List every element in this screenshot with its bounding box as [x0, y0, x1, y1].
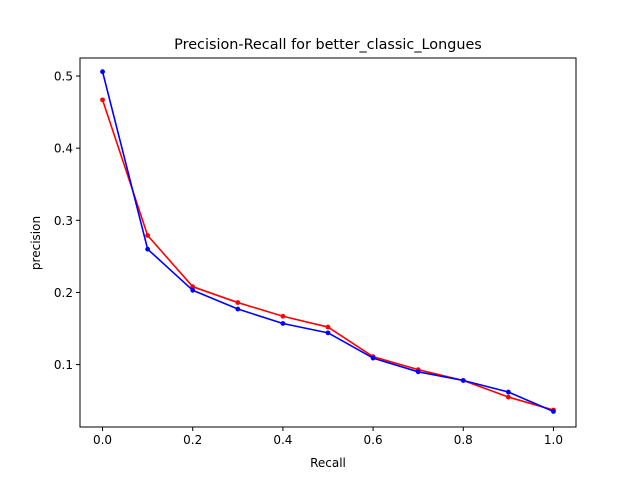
chart-title: Precision-Recall for better_classic_Long…	[174, 37, 482, 53]
series-1-point	[505, 394, 511, 400]
x-tick-label: 0.2	[183, 433, 202, 447]
series-2-point	[325, 330, 331, 336]
x-tick-label: 0.4	[273, 433, 292, 447]
x-tick-label: 0.8	[454, 433, 473, 447]
x-axis-title: Recall	[310, 456, 346, 470]
x-axis: 0.0 0.2 0.4 0.6 0.8 1.0	[93, 427, 563, 447]
x-tick-label: 1.0	[544, 433, 563, 447]
plot-area	[100, 69, 556, 414]
x-tick-label: 0.0	[93, 433, 112, 447]
series-2-point	[145, 246, 151, 252]
y-tick-label: 0.1	[54, 358, 73, 372]
y-tick-label: 0.2	[54, 286, 73, 300]
y-tick-label: 0.3	[54, 214, 73, 228]
series-1-point	[145, 233, 151, 238]
series-1-point	[100, 97, 105, 103]
y-axis: 0.1 0.2 0.3 0.4 0.5	[54, 70, 80, 372]
series-2-point	[100, 69, 105, 75]
series-2-point	[280, 321, 286, 326]
series-1-point	[280, 313, 286, 319]
series-2-point	[235, 306, 241, 312]
series-2-point	[370, 355, 376, 361]
x-tick-label: 0.6	[364, 433, 383, 447]
series-1-point	[235, 300, 241, 305]
series-1-point	[190, 284, 196, 290]
y-tick-label: 0.5	[54, 70, 73, 84]
axes-frame	[79, 57, 577, 428]
series-1-point	[325, 324, 331, 330]
series-2-point	[460, 378, 466, 383]
series-2-point	[505, 389, 511, 395]
series-2-point	[551, 409, 556, 414]
series-2-point	[415, 369, 421, 375]
y-axis-title: precision	[29, 216, 43, 270]
y-tick-label: 0.4	[54, 142, 73, 156]
series-2-point	[190, 287, 196, 293]
